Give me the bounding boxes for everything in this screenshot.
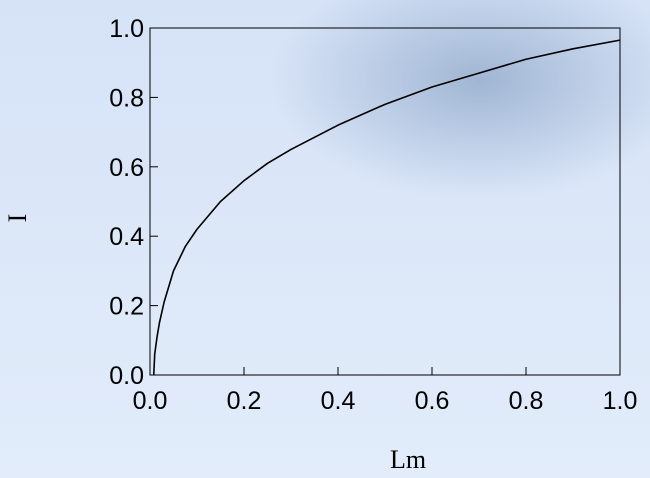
x-axis-title: Lm — [390, 445, 426, 474]
y-axis-title: I — [3, 214, 32, 223]
x-tick-label: 0.0 — [133, 387, 168, 415]
chart: Lm I 0.0 0.2 0.4 0.6 0.8 1.0 0.0 0.2 0.4 0.6 0.8 1.… — [0, 0, 650, 478]
x-tick-label: 0.6 — [415, 387, 450, 415]
y-tick-label: 0.4 — [109, 223, 144, 251]
x-tick-label: 1.0 — [603, 387, 638, 415]
x-tick-label: 0.8 — [509, 387, 544, 415]
y-tick-label: 0.2 — [109, 293, 144, 321]
y-tick-label: 1.0 — [109, 15, 144, 43]
y-tick-label: 0.6 — [109, 154, 144, 182]
y-tick-label: 0.0 — [109, 362, 144, 390]
y-tick-label: 0.8 — [109, 84, 144, 112]
x-tick-label: 0.4 — [321, 387, 356, 415]
page: {"chart_data": {"type": "line", "x_label… — [0, 0, 650, 478]
x-tick-label: 0.2 — [227, 387, 262, 415]
